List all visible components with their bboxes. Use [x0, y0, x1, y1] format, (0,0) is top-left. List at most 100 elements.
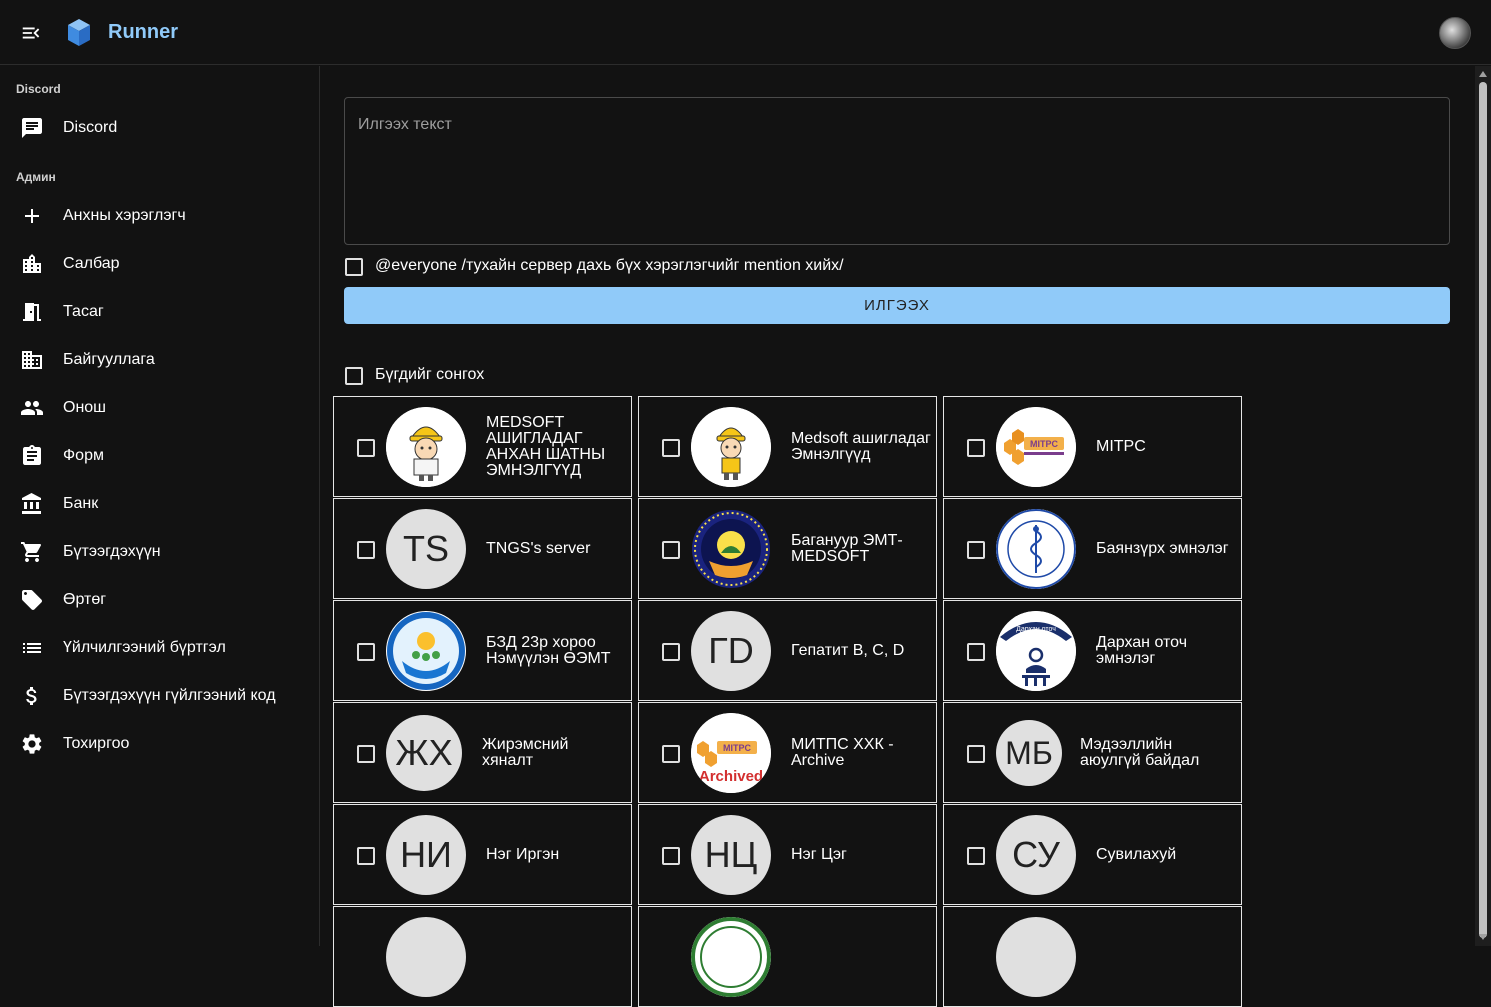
sidebar-item-label: Байгууллага: [63, 351, 155, 368]
server-checkbox[interactable]: [967, 541, 985, 559]
server-card[interactable]: НИ Нэг Иргэн: [333, 804, 632, 905]
sidebar-item-product-transaction-code[interactable]: Бүтээгдэхүүн гүйлгээний код: [0, 672, 319, 720]
sidebar-item-label: Онош: [63, 399, 107, 416]
server-name: БЗД 23р хороо Нэмүүлэн ӨЭМТ: [486, 633, 611, 667]
server-checkbox[interactable]: [967, 643, 985, 661]
server-checkbox[interactable]: [967, 847, 985, 865]
menu-open-icon[interactable]: [20, 22, 42, 44]
vertical-scrollbar[interactable]: [1475, 66, 1491, 946]
select-all-label: Бүгдийг сонгох: [375, 366, 485, 383]
baganuur-logo-icon: [691, 509, 771, 589]
server-card[interactable]: ЖХ Жирэмсний хяналт: [333, 702, 632, 803]
send-button[interactable]: ИЛГЭЭХ: [344, 287, 1450, 324]
worker-logo-icon: [386, 407, 466, 487]
dollar-icon: [26, 687, 37, 705]
people-icon: [21, 401, 43, 415]
server-name: MEDSOFT АШИГЛАДАГ АНХАН ШАТНЫ ЭМНЭЛГҮҮД: [486, 413, 606, 479]
sidebar-item-settings[interactable]: Тохиргоо: [0, 720, 319, 768]
sidebar-header-discord: Discord: [16, 82, 61, 96]
cart-icon: [21, 542, 42, 562]
sidebar-item-form[interactable]: Форм: [0, 432, 319, 480]
server-name: Баянзүрх эмнэлэг: [1096, 539, 1229, 557]
sidebar-item-label: Тохиргоо: [63, 735, 130, 752]
server-checkbox[interactable]: [357, 847, 375, 865]
sidebar-item-diagnosis[interactable]: Онош: [0, 384, 319, 432]
bank-icon: [22, 493, 41, 514]
sidebar-item-department[interactable]: Тасаг: [0, 288, 319, 336]
server-name: Мэдээллийн аюулгүй байдал: [1080, 735, 1200, 769]
server-name: Сувилахуй: [1096, 845, 1177, 863]
server-name: Жирэмсний хяналт: [482, 735, 569, 769]
server-checkbox[interactable]: [967, 439, 985, 457]
server-card[interactable]: Дархан оточ Дархан оточ эмнэлэг: [943, 600, 1242, 701]
server-checkbox[interactable]: [357, 439, 375, 457]
server-name: Нэг Цэг: [791, 845, 847, 863]
sidebar-item-branch[interactable]: Салбар: [0, 240, 319, 288]
server-name: Medsoft ашигладаг Эмнэлгүүд: [791, 429, 931, 463]
server-card[interactable]: Medsoft ашигладаг Эмнэлгүүд: [638, 396, 937, 497]
select-all-checkbox[interactable]: [345, 367, 363, 385]
mention-everyone-label: @everyone /тухайн сервер дахь бүх хэрэгл…: [375, 257, 844, 274]
sidebar-item-bank[interactable]: Банк: [0, 480, 319, 528]
server-initials-avatar: МБ: [996, 720, 1062, 786]
message-input[interactable]: [344, 97, 1450, 245]
server-card[interactable]: [638, 906, 937, 1007]
sidebar-item-discord[interactable]: Discord: [0, 104, 319, 152]
scrollbar-thumb[interactable]: [1479, 82, 1487, 938]
server-initials-avatar: [386, 917, 466, 997]
server-checkbox[interactable]: [357, 541, 375, 559]
server-card[interactable]: ГD Гепатит B, C, D: [638, 600, 937, 701]
bayanzurkh-logo-icon: [996, 509, 1076, 589]
scroll-up-icon[interactable]: [1479, 71, 1487, 77]
sidebar-header-admin: Админ: [16, 170, 56, 184]
sidebar-item-product[interactable]: Бүтээгдэхүүн: [0, 528, 319, 576]
server-card[interactable]: Баянзүрх эмнэлэг: [943, 498, 1242, 599]
tag-icon: [22, 590, 42, 610]
server-card[interactable]: Багануур ЭМТ-MEDSOFT: [638, 498, 937, 599]
domain-icon: [22, 351, 42, 369]
server-card[interactable]: TS TNGS's server: [333, 498, 632, 599]
chat-icon: [22, 118, 42, 138]
mitpc-logo-text: MITPC: [1030, 439, 1058, 449]
server-card[interactable]: БЗД 23р хороо Нэмүүлэн ӨЭМТ: [333, 600, 632, 701]
server-checkbox[interactable]: [967, 745, 985, 763]
app-title: Runner: [108, 21, 178, 43]
mention-everyone-checkbox[interactable]: [345, 258, 363, 276]
sidebar-item-label: Салбар: [63, 255, 120, 272]
server-card[interactable]: MITPC MITPC: [943, 396, 1242, 497]
sidebar-item-organization[interactable]: Байгууллага: [0, 336, 319, 384]
sidebar-item-cost[interactable]: Өртөг: [0, 576, 319, 624]
sidebar-item-label: Форм: [63, 447, 104, 464]
server-card[interactable]: MITPC Archived МИТПС ХХК - Archive: [638, 702, 937, 803]
sidebar-item-label: Анхны хэрэглэгч: [63, 207, 186, 224]
sidebar-item-label: Үйлчилгээний бүртгэл: [63, 639, 226, 656]
server-card[interactable]: MEDSOFT АШИГЛАДАГ АНХАН ШАТНЫ ЭМНЭЛГҮҮД: [333, 396, 632, 497]
server-card[interactable]: МБ Мэдээллийн аюулгүй байдал: [943, 702, 1242, 803]
server-checkbox[interactable]: [357, 643, 375, 661]
building-icon: [23, 254, 41, 273]
list-icon: [23, 643, 41, 653]
server-card[interactable]: [943, 906, 1242, 1007]
app-bar: Runner: [0, 0, 1491, 65]
server-initials-avatar: НИ: [386, 815, 466, 895]
mitpc-logo-icon: MITPC: [996, 407, 1076, 487]
user-avatar[interactable]: [1439, 17, 1471, 49]
darkhan-logo-text: Дархан оточ: [1016, 626, 1056, 633]
scroll-down-icon[interactable]: [1479, 934, 1487, 940]
server-checkbox[interactable]: [662, 541, 680, 559]
archived-text: Archived: [699, 768, 763, 785]
server-name: Дархан оточ эмнэлэг: [1096, 633, 1188, 667]
server-checkbox[interactable]: [357, 745, 375, 763]
server-card[interactable]: НЦ Нэг Цэг: [638, 804, 937, 905]
sidebar-item-service-registry[interactable]: Үйлчилгээний бүртгэл: [0, 624, 319, 672]
server-checkbox[interactable]: [662, 643, 680, 661]
server-card[interactable]: СУ Сувилахуй: [943, 804, 1242, 905]
server-checkbox[interactable]: [662, 847, 680, 865]
server-checkbox[interactable]: [662, 745, 680, 763]
server-name: Багануур ЭМТ-MEDSOFT: [791, 531, 903, 565]
sidebar-item-first-user[interactable]: Анхны хэрэглэгч: [0, 192, 319, 240]
server-card[interactable]: [333, 906, 632, 1007]
server-checkbox[interactable]: [662, 439, 680, 457]
server-initials-avatar: ЖХ: [386, 715, 462, 791]
mitpc-logo-text: MITPC: [723, 743, 751, 753]
